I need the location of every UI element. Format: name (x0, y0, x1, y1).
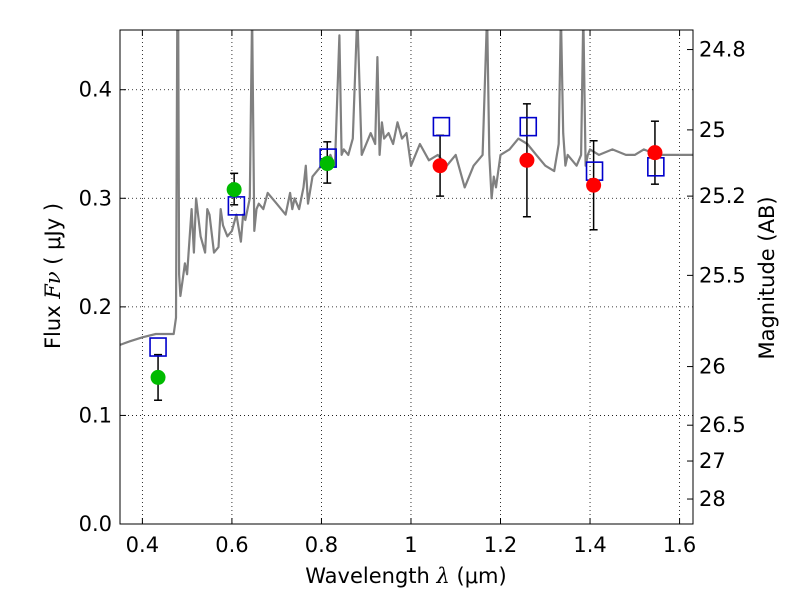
model-square (519, 116, 538, 137)
x-tick-label: 1.2 (484, 533, 517, 557)
x-axis-title: Wavelength λ (μm) (305, 564, 506, 588)
y2-tick-label: 24.8 (699, 38, 746, 62)
x-tick-label: 0.8 (305, 533, 338, 557)
x-tick-label: 1 (404, 533, 417, 557)
y-tick-label: 0.4 (79, 78, 112, 102)
y2-tick-label: 26.5 (699, 413, 746, 437)
y-tick-label: 0.2 (79, 295, 112, 319)
ticks (120, 30, 693, 525)
x-tick-label: 1.6 (663, 533, 696, 557)
y-tick-label: 0.0 (79, 512, 112, 536)
plot-frame (119, 29, 694, 525)
tick-labels: 0.4 0.6 0.8 1 1.2 1.4 1.6 0.0 0.1 0.2 0.3 0.4 24.8 25… (79, 38, 746, 557)
x-tick-label: 0.4 (126, 533, 159, 557)
green-point (226, 182, 242, 198)
red-point (519, 152, 535, 168)
red-point (586, 177, 602, 193)
model-square (227, 196, 246, 216)
red-point (432, 158, 448, 174)
model-square (149, 337, 167, 357)
spectrum-line (120, 30, 693, 346)
x-tick-label: 0.6 (215, 533, 248, 557)
model-square (585, 161, 604, 181)
model-square (647, 157, 665, 177)
y-axis-symbol: Fν (41, 271, 65, 300)
y-tick-label: 0.3 (79, 186, 112, 210)
model-square (432, 116, 451, 137)
red-point (647, 145, 663, 161)
grid (120, 30, 693, 525)
y2-tick-label: 25.2 (699, 184, 746, 208)
markers (149, 116, 665, 385)
green-point (319, 156, 335, 172)
y2-axis-title: Magnitude (AB) (755, 196, 779, 359)
y2-tick-label: 26 (699, 355, 726, 379)
x-tick-label: 1.4 (573, 533, 606, 557)
x-axis-symbol: λ (436, 564, 450, 588)
y-axis-title-prefix: Flux (41, 299, 65, 349)
spectrum (120, 30, 693, 346)
y-axis-title: Flux Fν ( μJy ) (41, 203, 65, 349)
green-point (150, 369, 166, 385)
y2-tick-label: 25 (699, 118, 726, 142)
y2-tick-label: 25.5 (699, 263, 746, 287)
y-tick-label: 0.1 (79, 403, 112, 427)
y-axis-title-suffix: ( μJy ) (41, 203, 65, 271)
y2-tick-label: 27 (699, 449, 726, 473)
x-axis-title-prefix: Wavelength (305, 564, 436, 588)
x-axis-title-suffix: (μm) (450, 564, 507, 588)
errorbars (154, 103, 659, 401)
y2-tick-label: 28 (699, 487, 726, 511)
